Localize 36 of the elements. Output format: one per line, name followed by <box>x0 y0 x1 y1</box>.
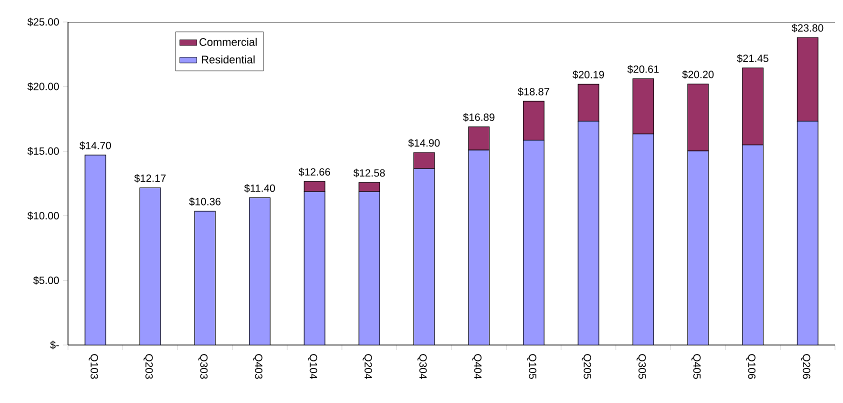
x-tick-label: Q103 <box>88 354 98 379</box>
total-label: $20.61 <box>627 65 659 74</box>
y-tick-label: $25.00 <box>27 18 59 26</box>
x-tick-label: Q403 <box>253 354 262 379</box>
x-tick-label: Q205 <box>582 354 592 379</box>
total-label: $16.89 <box>463 113 494 122</box>
x-tick-label: Q405 <box>691 354 701 379</box>
y-tick-label: $10.00 <box>27 212 59 220</box>
total-label: $10.36 <box>189 197 221 206</box>
total-label: $11.40 <box>244 184 275 193</box>
x-tick-label: Q104 <box>308 354 318 379</box>
total-label: $12.58 <box>353 168 385 178</box>
total-label: $20.19 <box>572 70 604 79</box>
total-label: $14.90 <box>408 138 440 148</box>
total-label: $23.80 <box>792 24 824 32</box>
x-tick-label: Q204 <box>362 354 372 379</box>
total-label: $20.20 <box>682 70 714 79</box>
x-tick-label: Q404 <box>472 354 482 379</box>
y-tick-label: $20.00 <box>27 82 59 91</box>
total-label: $21.45 <box>736 54 768 63</box>
total-label: $12.66 <box>298 168 330 176</box>
x-tick-label: Q304 <box>417 354 427 379</box>
x-tick-label: Q206 <box>800 354 810 379</box>
x-tick-label: Q105 <box>527 354 536 379</box>
x-tick-label: Q305 <box>636 354 646 379</box>
x-tick-label: Q303 <box>198 354 208 379</box>
y-tick-label: $15.00 <box>27 146 59 156</box>
total-label: $12.17 <box>134 174 166 183</box>
total-label: $18.87 <box>518 88 550 96</box>
x-tick-label: Q106 <box>746 354 756 379</box>
x-tick-label: Q203 <box>144 354 153 379</box>
total-label: $14.70 <box>80 141 111 150</box>
legend-label: Commercial <box>200 38 257 46</box>
y-tick-label: $- <box>50 340 59 350</box>
y-tick-label: $5.00 <box>33 276 59 285</box>
legend-label: Residential <box>202 55 255 64</box>
